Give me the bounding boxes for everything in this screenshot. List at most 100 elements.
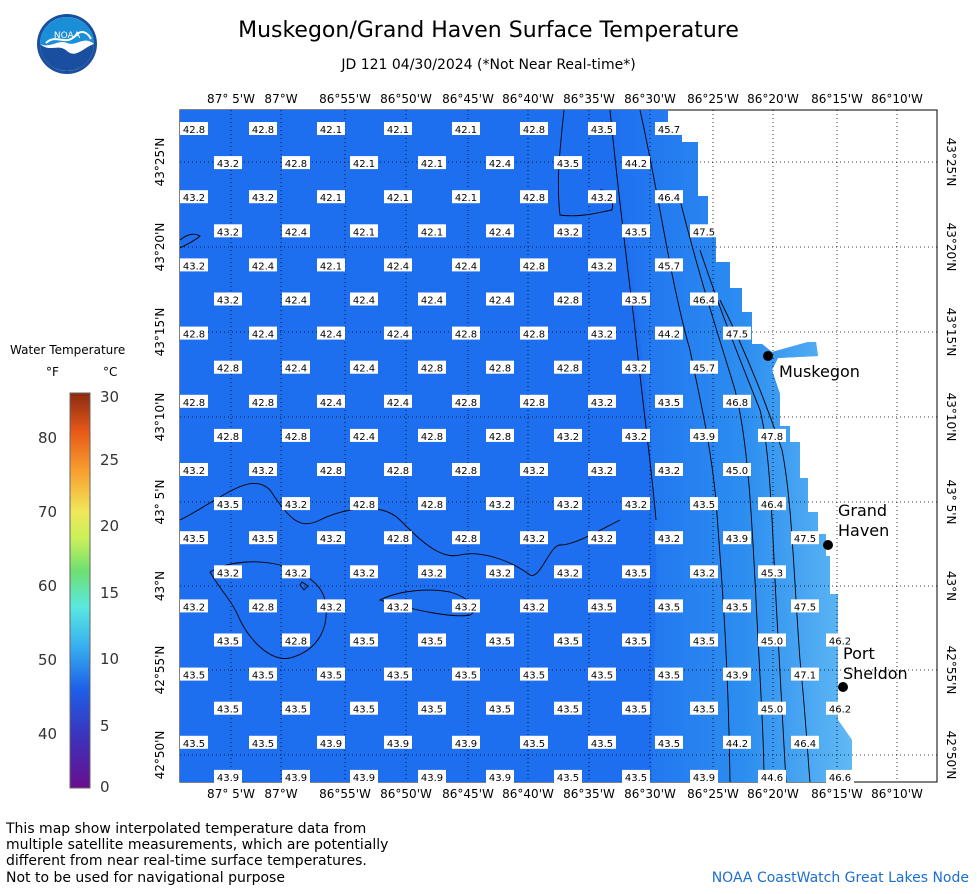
temperature-value: 43.2 (180, 190, 208, 204)
temperature-value: 43.5 (723, 599, 751, 613)
temperature-value: 43.5 (622, 292, 650, 307)
temperature-value-text: 43.2 (557, 568, 579, 579)
longitude-label-bottom: 86°55'W (319, 787, 371, 801)
legend-title: Water Temperature (10, 343, 126, 357)
longitude-label-top: 86°25'W (687, 92, 739, 106)
temperature-value-text: 43.2 (285, 500, 307, 511)
temperature-value: 43.2 (588, 190, 616, 204)
temperature-value: 42.8 (452, 531, 480, 545)
temperature-value: 42.4 (384, 258, 412, 272)
temperature-value-text: 43.5 (489, 705, 511, 716)
temperature-value-text: 43.5 (217, 500, 239, 511)
longitude-label-bottom: 86°15'W (811, 787, 863, 801)
temperature-value-text: 43.5 (183, 534, 205, 545)
temperature-value: 42.4 (350, 292, 378, 307)
temperature-value: 42.1 (418, 156, 446, 170)
legend-c-tick: 15 (100, 584, 120, 602)
temperature-value-text: 43.2 (320, 534, 342, 545)
temperature-value: 43.5 (350, 633, 378, 648)
temperature-value-text: 42.1 (455, 193, 477, 204)
temperature-value: 42.8 (384, 463, 412, 477)
city-label-muskegon: Muskegon (779, 362, 860, 381)
temperature-value-text: 42.4 (421, 296, 443, 307)
temperature-value: 42.8 (249, 599, 277, 613)
page-title: Muskegon/Grand Haven Surface Temperature (238, 18, 739, 43)
temperature-value-text: 42.4 (489, 227, 511, 238)
temperature-value: 43.5 (214, 497, 242, 511)
temperature-value-text: 43.5 (217, 637, 239, 648)
logo-text: NOAA (54, 31, 81, 41)
temperature-value: 43.5 (622, 769, 650, 784)
latitude-label-left: 43° 5'N (153, 479, 167, 525)
temperature-value-text: 47.1 (794, 671, 816, 682)
temperature-value: 43.2 (486, 565, 514, 579)
temperature-value: 42.1 (317, 190, 345, 204)
temperature-value-text: 43.9 (489, 773, 511, 784)
legend-f-tick: 50 (38, 651, 58, 669)
legend-f-tick: 60 (38, 577, 58, 595)
temperature-value: 42.1 (452, 122, 480, 136)
temperature-value-text: 42.4 (489, 296, 511, 307)
temperature-value-text: 42.1 (421, 227, 443, 238)
temperature-value: 47.8 (758, 428, 786, 443)
temperature-value: 43.2 (588, 258, 616, 272)
temperature-value: 46.4 (690, 292, 718, 307)
temperature-value: 43.9 (690, 769, 718, 784)
temperature-value: 42.4 (282, 224, 310, 238)
temperature-value-text: 43.2 (217, 227, 239, 238)
temperature-value-text: 43.9 (353, 773, 375, 784)
temperature-value-text: 42.8 (455, 398, 477, 409)
temperature-value-text: 43.5 (591, 739, 613, 750)
temperature-value-text: 43.5 (557, 773, 579, 784)
temperature-value: 45.0 (758, 633, 786, 648)
temperature-value: 42.8 (486, 360, 514, 375)
temperature-value: 43.5 (622, 565, 650, 579)
legend-c-tick: 5 (100, 717, 110, 735)
temperature-value: 42.4 (418, 292, 446, 307)
footer-note: This map show interpolated temperature d… (6, 821, 389, 869)
temperature-value-text: 43.5 (591, 671, 613, 682)
temperature-value-text: 43.2 (523, 534, 545, 545)
temperature-value: 43.2 (282, 497, 310, 511)
longitude-label-bottom: 87°W (264, 787, 298, 801)
temperature-value: 43.5 (486, 633, 514, 648)
temperature-value: 45.0 (723, 463, 751, 477)
temperature-value: 43.9 (317, 735, 345, 750)
latitude-label-right: 43°10'N (944, 392, 958, 442)
temperature-value-text: 47.5 (794, 602, 816, 613)
temperature-value: 43.2 (520, 463, 548, 477)
temperature-value-text: 43.2 (320, 602, 342, 613)
temperature-value-text: 43.5 (557, 705, 579, 716)
temperature-value: 42.1 (384, 122, 412, 136)
temperature-value: 42.8 (520, 258, 548, 272)
temperature-value: 46.2 (826, 701, 854, 716)
longitude-label-bottom: 86°20'W (747, 787, 799, 801)
temperature-value-text: 43.5 (455, 671, 477, 682)
temperature-value: 42.4 (317, 326, 345, 341)
temperature-value: 45.7 (690, 360, 718, 375)
latitude-label-left: 43°10'N (153, 392, 167, 442)
temperature-value: 42.8 (214, 428, 242, 443)
temperature-value: 43.5 (554, 701, 582, 716)
temperature-value: 47.5 (690, 224, 718, 238)
temperature-value: 43.2 (588, 531, 616, 545)
temperature-value-text: 43.5 (658, 739, 680, 750)
temperature-value: 42.8 (486, 428, 514, 443)
temperature-value-text: 43.2 (557, 227, 579, 238)
temperature-value: 42.8 (418, 497, 446, 511)
temperature-value-text: 42.1 (455, 125, 477, 136)
temperature-value: 42.4 (384, 394, 412, 409)
temperature-value: 43.2 (350, 565, 378, 579)
temperature-value: 43.2 (622, 497, 650, 511)
grand-haven-marker (823, 540, 833, 550)
temperature-value: 43.5 (214, 633, 242, 648)
temperature-value-text: 43.9 (726, 534, 748, 545)
temperature-value: 43.2 (554, 497, 582, 511)
temperature-value-text: 43.5 (557, 159, 579, 170)
legend-c-tick: 20 (100, 517, 120, 535)
temperature-value: 43.2 (384, 599, 412, 613)
temperature-value: 46.4 (758, 497, 786, 511)
temperature-value-text: 43.5 (217, 705, 239, 716)
temperature-value: 42.8 (282, 156, 310, 170)
temperature-value: 43.5 (317, 667, 345, 682)
